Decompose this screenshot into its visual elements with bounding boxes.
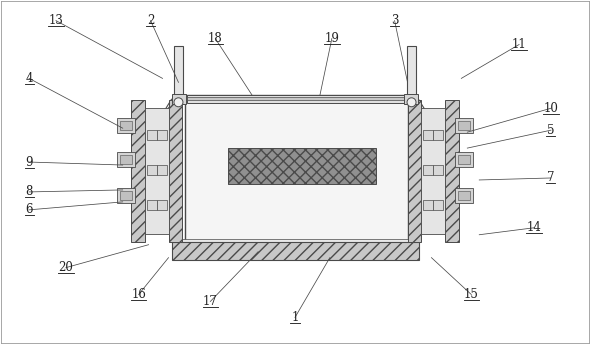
Bar (120, 155, 132, 164)
Bar (445, 100, 460, 242)
Bar (185, 95, 408, 242)
Bar (434, 165, 444, 175)
Bar (458, 121, 470, 130)
Bar (455, 152, 473, 167)
Bar (434, 130, 444, 140)
Bar (424, 200, 434, 210)
Text: 11: 11 (512, 38, 526, 51)
Bar (172, 242, 419, 260)
Bar (146, 165, 156, 175)
Bar (188, 97, 405, 100)
Text: 20: 20 (58, 261, 73, 274)
Bar (458, 191, 470, 200)
Bar (146, 200, 156, 210)
Text: 13: 13 (48, 14, 63, 27)
Bar (424, 165, 434, 175)
Bar (455, 188, 473, 203)
Text: 16: 16 (131, 288, 146, 301)
Circle shape (407, 98, 416, 107)
Text: 17: 17 (203, 295, 218, 308)
Text: 7: 7 (547, 171, 555, 184)
Bar (408, 100, 421, 242)
Text: 19: 19 (324, 32, 339, 45)
Text: 6: 6 (25, 203, 33, 216)
Text: 14: 14 (527, 221, 542, 234)
Bar (424, 130, 434, 140)
Bar (156, 130, 166, 140)
Bar (455, 118, 473, 133)
Bar (178, 239, 415, 243)
Bar (120, 121, 132, 130)
Bar (117, 188, 135, 203)
Bar (117, 118, 135, 133)
Bar (130, 100, 145, 242)
Bar (172, 94, 186, 104)
Text: 1: 1 (291, 311, 299, 324)
Bar (146, 130, 156, 140)
Bar (228, 148, 376, 184)
Bar (120, 191, 132, 200)
Text: 10: 10 (543, 102, 558, 115)
Text: 4: 4 (25, 72, 33, 85)
Bar (434, 200, 444, 210)
Text: 18: 18 (208, 32, 222, 45)
Bar (156, 200, 166, 210)
Bar (404, 94, 418, 104)
Text: 3: 3 (391, 14, 398, 27)
Bar (175, 45, 183, 97)
Text: 8: 8 (25, 185, 33, 198)
Circle shape (174, 98, 183, 107)
Bar (169, 100, 182, 242)
Bar (117, 152, 135, 167)
Bar (188, 95, 405, 103)
Text: 9: 9 (25, 155, 33, 169)
Text: 15: 15 (464, 288, 478, 301)
Text: 5: 5 (547, 124, 555, 137)
Bar (458, 155, 470, 164)
Bar (407, 45, 415, 97)
Bar (145, 108, 169, 234)
Text: 2: 2 (147, 14, 154, 27)
Bar (156, 165, 166, 175)
Bar (421, 108, 445, 234)
